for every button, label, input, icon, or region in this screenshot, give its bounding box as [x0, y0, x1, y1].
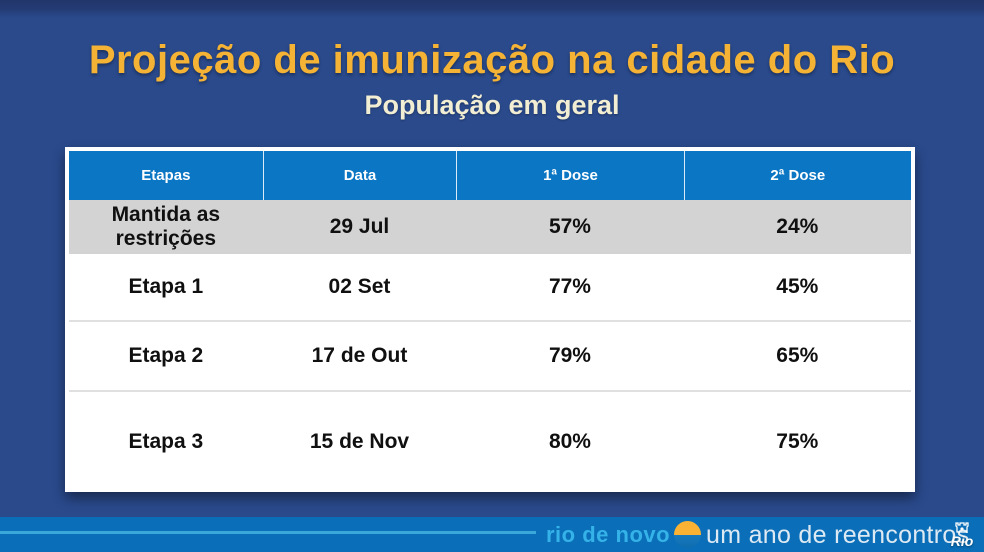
footer-tagline: um ano de reencontros [706, 521, 970, 549]
prefeitura-rio-logo: Rio [945, 521, 979, 549]
cell-dose2: 24% [776, 215, 819, 239]
brand-rio-de-novo: rio de novo [546, 522, 671, 547]
cell-etapa: Mantida as restrições [111, 203, 221, 250]
table-header-row: Etapas Data 1ª Dose 2ª Dose [69, 151, 911, 200]
table-row-etapa-1: Etapa 1 02 Set 77% 45% [69, 254, 911, 320]
sun-over-water-icon [674, 521, 701, 548]
cell-dose1: 57% [548, 215, 591, 239]
cell-etapa: Etapa 1 [128, 275, 204, 299]
cell-data: 15 de Nov [309, 430, 410, 454]
cell-etapa: Etapa 2 [128, 344, 204, 368]
cell-dose2: 65% [776, 344, 819, 368]
cell-data: 29 Jul [329, 215, 390, 239]
city-crest-icon [955, 522, 969, 533]
page-subtitle: População em geral [364, 90, 620, 120]
column-header-etapas: Etapas [141, 167, 191, 184]
table-row-restrictions: Mantida as restrições 29 Jul 57% 24% [69, 200, 911, 254]
cell-dose1: 79% [548, 344, 591, 368]
divider-line [0, 531, 536, 534]
projection-table: Etapas Data 1ª Dose 2ª Dose Mantida as r… [65, 147, 915, 492]
cell-etapa: Etapa 3 [128, 430, 204, 454]
cell-dose2: 45% [776, 275, 819, 299]
cell-dose1: 80% [548, 430, 591, 454]
page-title: Projeção de imunização na cidade do Rio [88, 38, 896, 82]
logo-text: Rio [950, 533, 974, 549]
cell-data: 17 de Out [311, 344, 408, 368]
table-row-etapa-2: Etapa 2 17 de Out 79% 65% [69, 320, 911, 390]
table-row-etapa-3: Etapa 3 15 de Nov 80% 75% [69, 390, 911, 492]
cell-dose2: 75% [776, 430, 819, 454]
column-header-dose1: 1ª Dose [456, 151, 683, 200]
cell-data: 02 Set [328, 275, 391, 299]
footer-bar: rio de novo um ano de reencontros Rio [0, 517, 984, 552]
cell-dose1: 77% [548, 275, 591, 299]
column-header-dose2: 2ª Dose [683, 151, 911, 200]
column-header-data: Data [262, 151, 457, 200]
